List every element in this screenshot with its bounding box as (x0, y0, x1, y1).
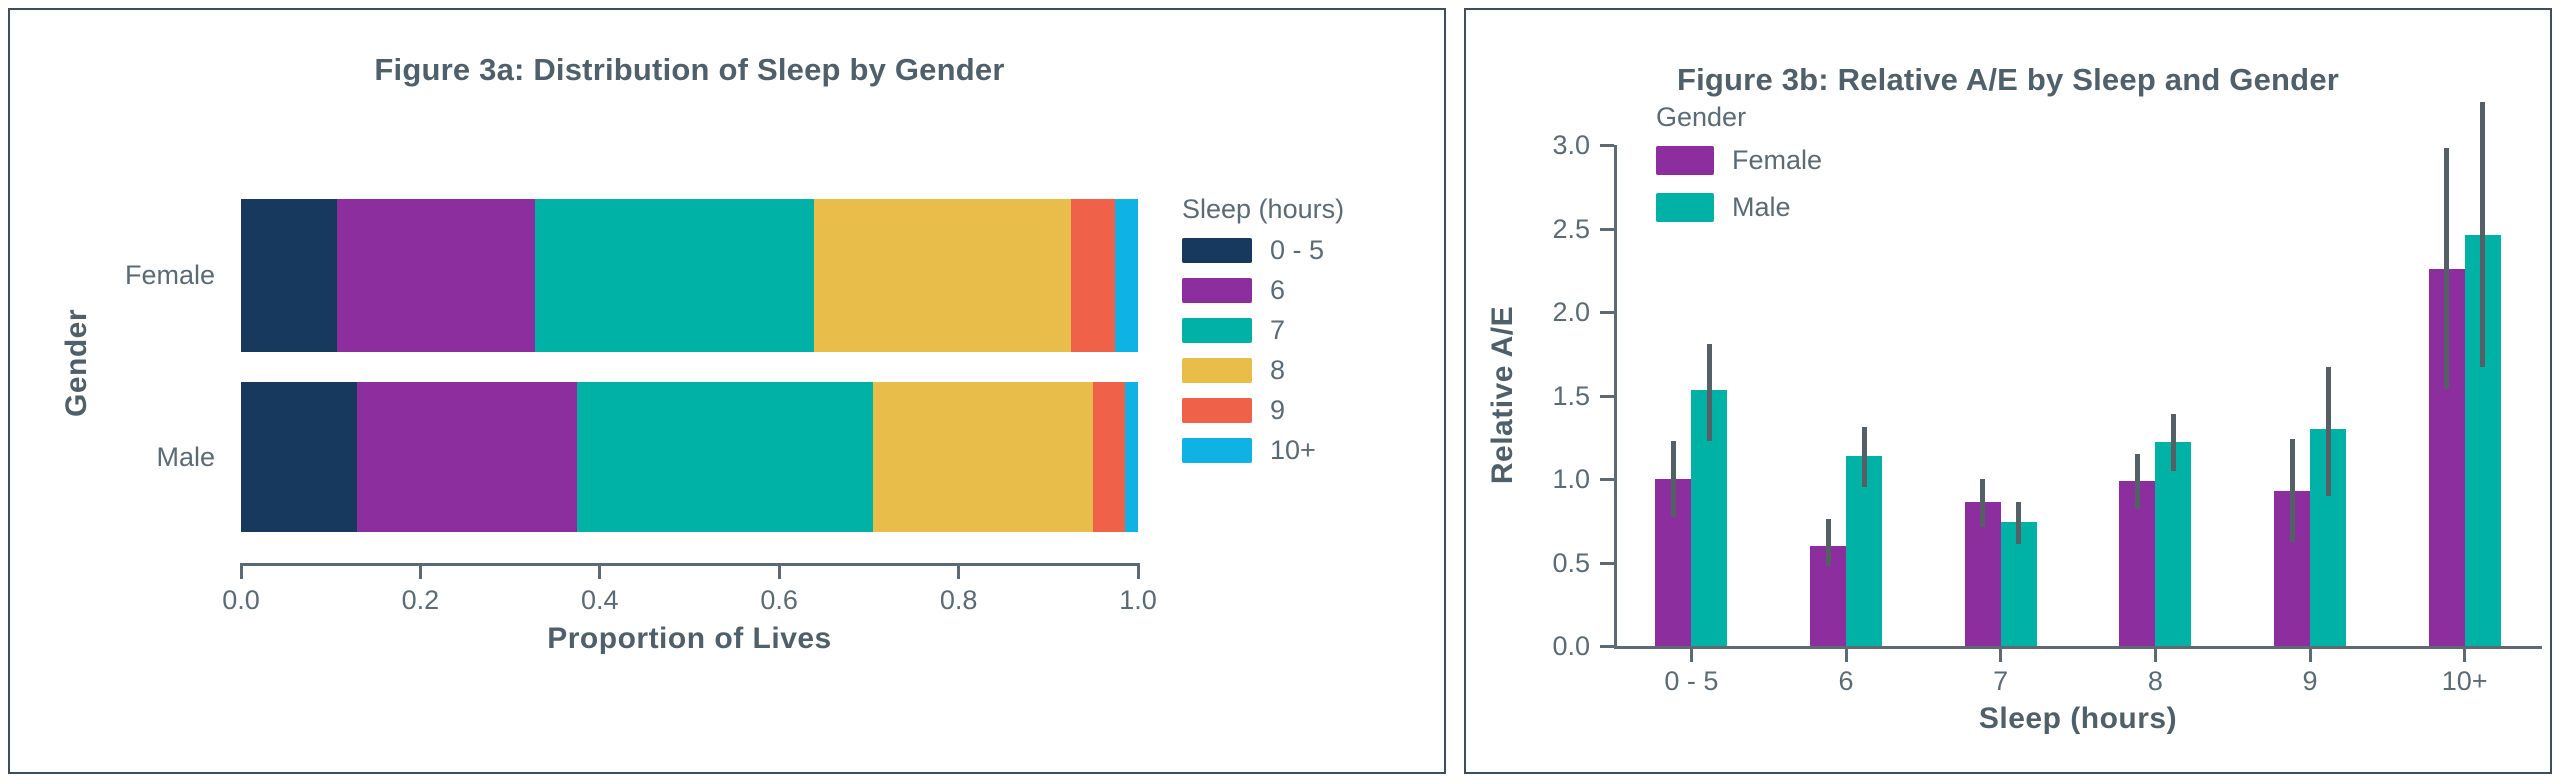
figure-3a-x-tick (239, 563, 243, 579)
legend-swatch-9 (1182, 398, 1252, 423)
bar-male-6 (1846, 455, 1882, 646)
figure-3a-x-axis-label: Proportion of Lives (547, 622, 832, 655)
bar-segment-male-10+ (1125, 382, 1138, 532)
bar-male-8 (2155, 442, 2192, 646)
legend-label-8: 8 (1270, 355, 1286, 385)
figure-3b-x-tick (1999, 649, 2003, 662)
legend-swatch-female (1656, 146, 1714, 175)
error-bar-male-8 (2170, 413, 2176, 471)
figure-3b-x-tick (1844, 649, 1848, 662)
legend-label-male: Male (1732, 192, 1791, 222)
figure-3b-y-tick (1600, 227, 1614, 231)
figure-3a-x-tick (418, 563, 422, 579)
figure-3b-x-tick-label: 9 (2302, 666, 2318, 696)
figure-3b-x-tick-label: 7 (1993, 666, 2009, 696)
figure-3b-y-axis-label: Relative A/E (1486, 305, 1519, 485)
legend-label-7: 7 (1270, 315, 1286, 345)
bar-segment-male-8 (873, 382, 1094, 532)
error-bar-female-7 (1980, 479, 1986, 528)
bar-segment-female-8 (814, 199, 1071, 352)
figure-3b-y-tick-label: 2.5 (1552, 213, 1590, 244)
legend-label-6: 6 (1270, 275, 1286, 305)
figure-3a-x-tick-label: 0.8 (939, 585, 978, 615)
bar-segment-male-0 - 5 (241, 382, 357, 532)
legend-label-female: Female (1732, 145, 1823, 175)
figure-3a-x-tick-label: 0.6 (760, 585, 798, 615)
figure-3a-legend-title: Sleep (hours) (1182, 194, 1345, 224)
error-bar-male-0 - 5 (1706, 343, 1712, 441)
error-bar-female-9 (2289, 438, 2295, 543)
bar-segment-male-6 (356, 382, 578, 532)
stacked-bar-male (241, 382, 1138, 532)
figure-3a-x-tick (777, 563, 781, 579)
legend-swatch-7 (1182, 318, 1252, 343)
figure-3b-legend-title: Gender (1656, 102, 1747, 132)
legend-swatch-male (1656, 193, 1714, 222)
legend-swatch-0 - 5 (1182, 238, 1252, 263)
figure-3b-y-tick-label: 3.0 (1552, 130, 1590, 160)
error-bar-male-9 (2325, 367, 2331, 496)
figure-3b-x-tick (1689, 649, 1693, 662)
figure-3a-x-tick-label: 0.2 (401, 585, 440, 615)
figure-3a-x-tick-label: 0.4 (581, 585, 619, 615)
panel-figure-3a: Figure 3a: Distribution of Sleep by Gend… (8, 8, 1446, 774)
figure-3a-title: Figure 3a: Distribution of Sleep by Gend… (374, 52, 1005, 87)
figure-3b-x-tick (2463, 649, 2467, 662)
figure-3b-x-tick-label: 6 (1838, 666, 1854, 696)
figure-3b-y-tick (1600, 645, 1614, 648)
bar-segment-male-7 (577, 382, 874, 532)
legend-swatch-8 (1182, 358, 1252, 383)
error-bar-female-6 (1825, 519, 1831, 566)
figure-3a-x-tick (957, 563, 961, 579)
figure-3b-y-tick (1600, 311, 1614, 314)
figure-3b-y-axis-line (1614, 145, 1617, 649)
figure-3b-y-tick (1600, 561, 1614, 565)
figure-3b-y-tick-label: 2.0 (1552, 297, 1590, 327)
row-label-female: Female (124, 260, 215, 290)
stacked-bar-female (241, 199, 1138, 352)
error-bar-female-10+ (2444, 148, 2450, 389)
figure-3b-y-tick (1600, 144, 1614, 147)
legend-swatch-6 (1182, 278, 1252, 303)
bar-segment-female-0 - 5 (241, 199, 337, 352)
figure-3b-x-axis-line (1614, 646, 2542, 649)
figure-3b-y-tick-label: 0.0 (1552, 631, 1590, 661)
figure-3b-x-tick (2308, 649, 2312, 662)
legend-swatch-10+ (1182, 438, 1252, 463)
figure-3a-x-axis-line (241, 563, 1138, 566)
error-bar-female-0 - 5 (1670, 440, 1676, 518)
figure-3b-x-tick (2153, 649, 2157, 662)
legend-label-0 - 5: 0 - 5 (1270, 235, 1325, 265)
figure-3b-y-tick (1600, 394, 1614, 398)
figure-3a-x-tick (1136, 563, 1140, 579)
panel-figure-3b: Figure 3b: Relative A/E by Sleep and Gen… (1464, 8, 2552, 774)
figure-3b-x-axis-label: Sleep (hours) (1978, 702, 2178, 735)
bar-segment-female-9 (1070, 199, 1115, 352)
figure-3b-x-tick-label: 10+ (2441, 666, 2488, 696)
figure-3b-y-tick-label: 1.5 (1552, 380, 1590, 411)
figure-3b-x-tick-label: 0 - 5 (1664, 666, 1719, 696)
row-label-male: Male (156, 441, 215, 472)
figure-3b-x-tick-label: 8 (2147, 666, 2163, 696)
figure-3a-x-tick-label: 0.0 (222, 585, 260, 615)
legend-label-10+: 10+ (1270, 435, 1316, 465)
bar-segment-male-9 (1093, 382, 1126, 532)
figure-3b-y-tick-label: 0.5 (1552, 547, 1590, 578)
bar-segment-female-7 (535, 199, 815, 352)
bar-segment-female-6 (336, 199, 536, 352)
figure-3b-title: Figure 3b: Relative A/E by Sleep and Gen… (1676, 62, 2340, 97)
error-bar-male-7 (2016, 502, 2022, 545)
figure-3a-x-tick-label: 1.0 (1119, 585, 1157, 615)
figure-3b-y-tick (1600, 478, 1614, 481)
legend-label-9: 9 (1270, 395, 1286, 425)
figure-3b-y-tick-label: 1.0 (1552, 464, 1590, 494)
error-bar-female-8 (2134, 453, 2140, 510)
error-bar-male-10+ (2480, 101, 2486, 368)
figure-3a-x-tick (598, 563, 602, 579)
bar-segment-female-10+ (1114, 199, 1138, 352)
error-bar-male-6 (1861, 427, 1867, 488)
